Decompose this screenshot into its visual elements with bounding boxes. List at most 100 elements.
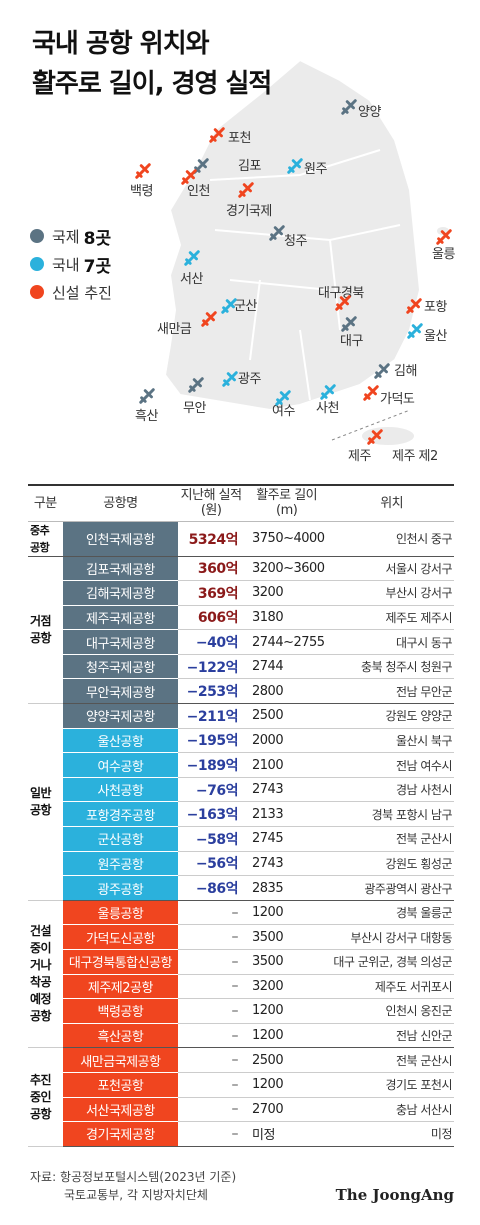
airport-name: 무안국제공항: [62, 678, 179, 705]
airport-name: 인천국제공항: [62, 521, 179, 557]
source-line-1: 자료: 항공정보포털시스템(2023년 기준): [30, 1170, 237, 1184]
airport-name: 여수공항: [62, 752, 179, 778]
location: 제주도 서귀포시: [329, 974, 454, 1000]
map-label: 포천: [228, 131, 251, 146]
header-location: 위치: [329, 484, 454, 522]
map-label: 김포: [238, 159, 261, 174]
runway-length: 3200: [244, 974, 330, 1000]
runway-length: 3500: [244, 949, 330, 975]
location: 대구시 동구: [329, 629, 454, 655]
map-label: 가덕도: [380, 392, 415, 407]
map-label: 경기국제: [226, 204, 272, 219]
group-label: 일반 공항: [28, 703, 63, 901]
group-label: 추진 중인 공항: [28, 1047, 63, 1147]
airplane-icon: [335, 295, 351, 311]
airplane-icon: [269, 225, 285, 241]
location: 경남 사천시: [329, 777, 454, 803]
location: 강원도 양양군: [329, 703, 454, 729]
airplane-icon: [222, 371, 238, 387]
airplane-icon: [287, 158, 303, 174]
performance-value: −253억: [178, 678, 245, 705]
airport-name: 새만금국제공항: [62, 1047, 179, 1073]
map-label: 김해: [394, 364, 417, 379]
header-category: 구분: [28, 484, 63, 522]
table-row: 무안국제공항 −253억 2800 전남 무안군: [28, 678, 454, 705]
table-row: 경기국제공항 – 미정 미정: [28, 1121, 454, 1147]
map-label: 여수: [272, 404, 295, 419]
group-label: 거점 공항: [28, 556, 63, 705]
location: 제주도 제주시: [329, 605, 454, 631]
performance-value: 606억: [178, 605, 245, 631]
table-row: 김해국제공항 369억 3200 부산시 강서구: [28, 580, 454, 606]
map-label: 울산: [424, 329, 447, 344]
airplane-icon: [406, 298, 422, 314]
airplane-icon: [139, 388, 155, 404]
location: 부산시 강서구 대항동: [329, 924, 454, 950]
runway-length: 1200: [244, 900, 330, 926]
title-line-1: 국내 공항 위치와: [32, 29, 210, 59]
blue-dot-icon: [30, 257, 44, 271]
location: 인천시 중구: [329, 521, 454, 557]
location: 전남 신안군: [329, 1023, 454, 1049]
map-label: 무안: [183, 401, 206, 416]
performance-value: –: [178, 974, 245, 1000]
legend: 국제 8곳 국내 7곳 신설 추진: [30, 222, 116, 306]
location: 경북 포항시 남구: [329, 801, 454, 828]
runway-length: 2500: [244, 1047, 330, 1073]
table-row: 포항경주공항 −163억 2133 경북 포항시 남구: [28, 801, 454, 828]
runway-length: 2743: [244, 777, 330, 803]
runway-length: 1200: [244, 998, 330, 1024]
page-title: 국내 공항 위치와 활주로 길이, 경영 실적: [32, 24, 272, 104]
airplane-icon: [363, 385, 379, 401]
legend-label: 신설 추진: [52, 283, 112, 302]
map-label: 흑산: [135, 409, 158, 424]
airplane-icon: [209, 127, 225, 143]
runway-length: 3180: [244, 605, 330, 631]
airplane-icon: [436, 229, 452, 245]
table-row: 대구국제공항 −40억 2744~2755 대구시 동구: [28, 629, 454, 655]
airport-table: 구분 공항명 지난해 실적(원) 활주로 길이 (m) 위치 중추공항 인천국제공…: [28, 484, 454, 1147]
table-row: 서산국제공항 –2700 충남 서산시: [28, 1097, 454, 1123]
table-row: 흑산공항 –1200 전남 신안군: [28, 1023, 454, 1049]
table-row: 제주제2공항 –3200 제주도 서귀포시: [28, 974, 454, 1000]
location: 부산시 강서구: [329, 580, 454, 606]
runway-length: 3750~4000: [244, 521, 330, 557]
performance-value: −40억: [178, 629, 245, 655]
legend-item-international: 국제 8곳: [30, 222, 116, 250]
location: 경기도 포천시: [329, 1072, 454, 1098]
performance-value: –: [178, 1047, 245, 1073]
source-line-2: 국토교통부, 각 지방자치단체: [64, 1188, 208, 1202]
legend-count: 8곳: [83, 228, 112, 249]
jeju-dashed-line: [331, 409, 411, 441]
map-label: 대구: [340, 334, 363, 349]
airplane-icon: [238, 182, 254, 198]
group-label: 중추공항: [28, 521, 63, 557]
airport-name: 군산공항: [62, 826, 179, 852]
map-label: 대구경북: [318, 286, 364, 301]
runway-length: 3200: [244, 580, 330, 606]
runway-length: 2744~2755: [244, 629, 330, 655]
airplane-icon: [188, 377, 204, 393]
airport-name: 제주국제공항: [62, 605, 179, 631]
performance-value: –: [178, 1121, 245, 1147]
gray-dot-icon: [30, 229, 44, 243]
airport-name: 백령공항: [62, 998, 179, 1024]
legend-item-new: 신설 추진: [30, 278, 116, 306]
runway-length: 2743: [244, 851, 330, 877]
legend-count: 7곳: [83, 256, 112, 277]
runway-length: 3500: [244, 924, 330, 950]
table-body: 중추공항 인천국제공항 5324억 3750~4000 인천시 중구 거점 공항 김포국제공…: [28, 521, 454, 1147]
runway-length: 2745: [244, 826, 330, 852]
table-row: 추진 중인 공항 새만금국제공항 –2500 전북 군산시: [28, 1047, 454, 1147]
performance-value: 360억: [178, 556, 245, 582]
table-row: 중추공항 인천국제공항 5324억 3750~4000 인천시 중구: [28, 521, 454, 557]
performance-value: −189억: [178, 752, 245, 778]
table-row: 광주공항 −86억 2835 광주광역시 광산구: [28, 875, 454, 901]
airport-name: 김해국제공항: [62, 580, 179, 606]
airplane-icon: [201, 311, 217, 327]
group-label: 건설 중이거나 착공예정 공항: [28, 900, 63, 1049]
map-label: 제주: [348, 449, 371, 464]
table-row: 건설 중이거나 착공예정 공항 울릉공항 –1200 경북 울릉군: [28, 900, 454, 1049]
airplane-icon: [135, 163, 151, 179]
map-label: 양양: [358, 105, 381, 120]
